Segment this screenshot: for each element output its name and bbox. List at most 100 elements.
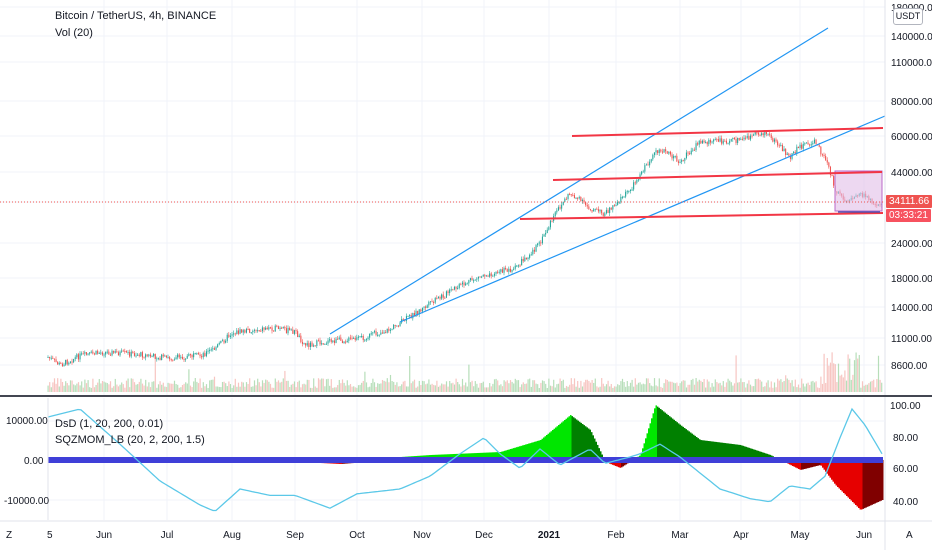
volume-bar	[420, 384, 422, 392]
volume-bar	[810, 381, 812, 392]
candle-body	[770, 134, 772, 139]
candle-body	[634, 182, 636, 184]
volume-bar	[220, 387, 222, 392]
candle-body	[338, 337, 340, 340]
volume-bars	[47, 352, 883, 392]
histogram-bar	[649, 423, 651, 460]
volume-bar	[705, 387, 707, 392]
volume-bar	[551, 386, 553, 392]
candle-body	[77, 354, 79, 360]
histogram-bar	[534, 441, 536, 460]
volume-bar	[716, 382, 718, 392]
candle-body	[177, 354, 179, 358]
volume-bar	[345, 385, 347, 392]
volume-bar	[802, 383, 804, 392]
currency-button[interactable]: USDT	[893, 8, 923, 25]
candle-body	[305, 343, 307, 346]
candle-body	[220, 340, 222, 344]
candle-body	[141, 352, 143, 358]
volume-bar	[389, 374, 392, 392]
candle-body	[309, 342, 311, 347]
histogram-bar	[651, 418, 653, 460]
volume-bar	[689, 384, 691, 392]
range-box[interactable]	[834, 170, 883, 212]
candle-body	[748, 136, 750, 140]
histogram-bar	[741, 445, 743, 460]
histogram-bar	[525, 444, 527, 460]
volume-bar	[413, 379, 416, 392]
volume-bar	[500, 384, 502, 392]
volume-bar	[257, 378, 259, 392]
volume-bar	[685, 387, 688, 392]
volume-bar	[650, 385, 652, 392]
candle-body	[557, 207, 559, 211]
histogram-bar	[712, 441, 714, 460]
histogram-bar	[552, 430, 554, 460]
candle-body	[345, 341, 347, 343]
symbol-title[interactable]: Bitcoin / TetherUS, 4h, BINANCE	[55, 10, 217, 22]
volume-bar	[679, 383, 681, 392]
candle-body	[287, 327, 289, 334]
volume-legend[interactable]: Vol (20)	[55, 27, 93, 39]
volume-bar	[325, 379, 328, 392]
support-level[interactable]	[519, 212, 884, 220]
upper-trendline[interactable]	[329, 27, 829, 335]
volume-bar	[796, 387, 798, 392]
volume-bar	[321, 378, 323, 392]
candle-body	[762, 133, 764, 136]
volume-bar	[66, 383, 68, 392]
volume-bar	[268, 381, 270, 392]
candle-body	[421, 307, 423, 312]
candle-body	[178, 354, 180, 358]
volume-bar	[407, 386, 409, 392]
volume-bar	[801, 378, 803, 392]
volume-bar	[626, 381, 628, 392]
candle-body	[229, 335, 231, 337]
timezone-button[interactable]: Z	[6, 530, 13, 541]
candle-body	[530, 254, 532, 256]
volume-bar	[639, 382, 641, 392]
candle-body	[660, 149, 662, 152]
dsd-legend[interactable]: DsD (1, 20, 200, 0.01)	[55, 418, 164, 430]
volume-bar	[772, 387, 774, 392]
candle-body	[89, 352, 91, 354]
candle-body	[514, 265, 516, 269]
candle-body	[183, 358, 185, 360]
histogram-bar	[694, 435, 696, 460]
sqzmom-legend[interactable]: SQZMOM_LB (20, 2, 200, 1.5)	[55, 434, 205, 446]
volume-bar	[397, 386, 400, 392]
candle-body	[607, 210, 609, 214]
candle-body	[789, 155, 791, 159]
candle-body	[145, 354, 147, 358]
volume-bar	[615, 386, 617, 392]
main-pane[interactable]	[0, 0, 885, 395]
histogram-bar	[861, 460, 863, 510]
auto-scale-button[interactable]: A	[906, 530, 913, 541]
volume-bar	[127, 378, 129, 392]
volume-bar	[313, 378, 315, 392]
lower-trendline[interactable]	[399, 115, 886, 323]
resistance-level-top[interactable]	[571, 127, 884, 137]
candle-body	[340, 337, 342, 341]
histogram-bar	[463, 453, 465, 460]
time-axis[interactable]: Jun Jul Aug Sep Oct Nov Dec 2021 Feb Mar Apr May Jun…	[47, 530, 872, 541]
price-axis[interactable]: 180000.00140000.00110000.0080000.0060000…	[891, 3, 932, 372]
candle-body	[445, 291, 447, 298]
candle-body	[194, 353, 196, 355]
histogram-bar	[747, 447, 749, 460]
candle-body	[663, 149, 665, 153]
candle-body	[527, 257, 529, 260]
histogram-bar	[571, 416, 573, 460]
candle-body	[490, 273, 492, 276]
candle-body	[92, 351, 94, 354]
resistance-level-mid[interactable]	[552, 171, 883, 181]
histogram-bar	[852, 460, 854, 502]
volume-bar	[660, 386, 662, 392]
volume-bar	[580, 380, 582, 392]
candle-body	[508, 268, 510, 272]
volume-bar	[503, 380, 505, 392]
histogram-bar	[645, 438, 647, 460]
volume-bar	[831, 352, 833, 392]
histogram-bar	[558, 425, 560, 460]
